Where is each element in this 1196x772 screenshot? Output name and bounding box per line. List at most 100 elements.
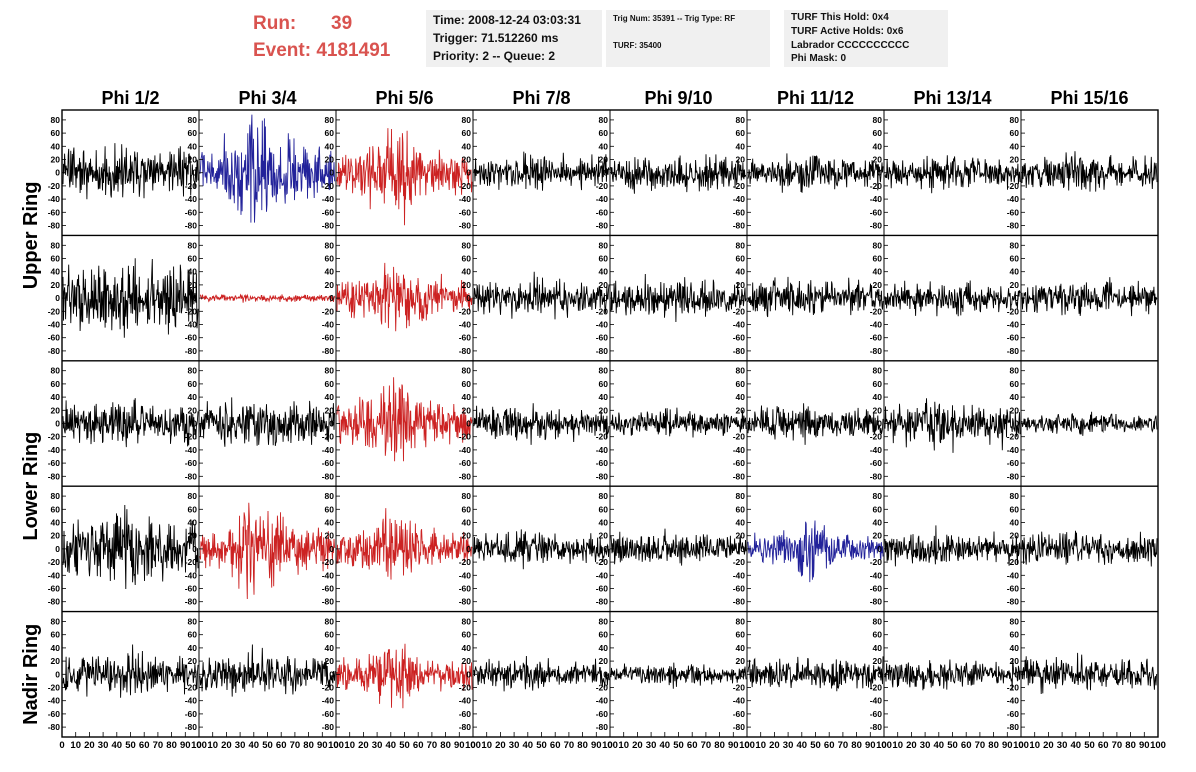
y-tick-label: -20 bbox=[185, 181, 198, 191]
run-value: 39 bbox=[331, 13, 353, 34]
y-tick-label: 80 bbox=[1010, 491, 1020, 501]
y-tick-label: -20 bbox=[48, 557, 61, 567]
y-tick-label: -40 bbox=[733, 320, 746, 330]
y-tick-label: 60 bbox=[188, 254, 198, 264]
y-tick-label: -80 bbox=[870, 471, 883, 481]
y-tick-label: -80 bbox=[733, 597, 746, 607]
y-tick-label: 80 bbox=[462, 366, 472, 376]
y-tick-label: 20 bbox=[873, 155, 883, 165]
x-tick-label: 30 bbox=[783, 740, 794, 751]
y-tick-label: -20 bbox=[1007, 683, 1020, 693]
y-tick-label: 40 bbox=[1010, 643, 1020, 653]
event-value: 4181491 bbox=[316, 40, 391, 61]
y-tick-label: 40 bbox=[462, 141, 472, 151]
waveform-trace bbox=[747, 276, 884, 318]
y-tick-label: -60 bbox=[1007, 333, 1020, 343]
y-tick-label: 40 bbox=[873, 518, 883, 528]
y-tick-label: 60 bbox=[599, 254, 609, 264]
y-tick-label: 20 bbox=[188, 155, 198, 165]
y-tick-label: -20 bbox=[596, 557, 609, 567]
y-tick-label: -60 bbox=[596, 207, 609, 217]
y-tick-label: -60 bbox=[48, 333, 61, 343]
y-tick-label: 20 bbox=[1010, 656, 1020, 666]
y-tick-label: -80 bbox=[870, 722, 883, 732]
y-tick-label: -40 bbox=[870, 194, 883, 204]
x-tick-label: 20 bbox=[769, 740, 780, 751]
y-tick-label: 20 bbox=[599, 531, 609, 541]
x-tick-label: 40 bbox=[934, 740, 945, 751]
waveform-trace bbox=[610, 407, 747, 438]
y-tick-label: -80 bbox=[185, 471, 198, 481]
y-tick-label: -60 bbox=[322, 584, 335, 594]
y-tick-label: 0 bbox=[877, 544, 882, 554]
y-tick-label: 80 bbox=[51, 115, 61, 125]
y-tick-label: -80 bbox=[733, 722, 746, 732]
y-tick-label: -80 bbox=[48, 221, 61, 231]
y-tick-label: 0 bbox=[603, 544, 608, 554]
x-tick-label: 20 bbox=[632, 740, 643, 751]
y-tick-label: -40 bbox=[322, 570, 335, 580]
waveform-trace bbox=[747, 520, 884, 583]
y-tick-label: 60 bbox=[188, 504, 198, 514]
time-info-box: Time: 2008-12-24 03:03:31 Trigger: 71.51… bbox=[426, 10, 602, 67]
y-tick-label: 20 bbox=[462, 405, 472, 415]
y-tick-label: 20 bbox=[325, 280, 335, 290]
y-tick-label: 0 bbox=[877, 669, 882, 679]
y-tick-label: 60 bbox=[462, 254, 472, 264]
y-tick-label: -80 bbox=[322, 471, 335, 481]
x-tick-label: 20 bbox=[358, 740, 369, 751]
y-tick-label: -80 bbox=[733, 221, 746, 231]
y-tick-label: -40 bbox=[459, 320, 472, 330]
y-tick-label: 60 bbox=[1010, 128, 1020, 138]
waveform-trace bbox=[1021, 530, 1158, 567]
waveform-trace bbox=[473, 151, 610, 191]
y-tick-label: -80 bbox=[596, 346, 609, 356]
waveform-trace bbox=[336, 262, 473, 332]
waveform-trace bbox=[884, 658, 1021, 691]
x-tick-label: 40 bbox=[112, 740, 123, 751]
x-tick-label: 20 bbox=[84, 740, 95, 751]
waveform-trace bbox=[747, 656, 884, 692]
x-tick-label: 90 bbox=[1002, 740, 1013, 751]
y-tick-label: 40 bbox=[325, 141, 335, 151]
turf-info-box: TURF This Hold: 0x4 TURF Active Holds: 0… bbox=[784, 10, 948, 67]
x-tick-label: 100 bbox=[1013, 740, 1029, 751]
y-tick-label: -40 bbox=[322, 696, 335, 706]
y-tick-label: -80 bbox=[322, 597, 335, 607]
y-tick-label: 20 bbox=[1010, 405, 1020, 415]
x-tick-label: 90 bbox=[317, 740, 328, 751]
x-tick-label: 90 bbox=[1139, 740, 1150, 751]
y-tick-label: 0 bbox=[877, 293, 882, 303]
y-tick-label: -60 bbox=[185, 458, 198, 468]
x-tick-label: 30 bbox=[1057, 740, 1068, 751]
y-tick-label: 60 bbox=[1010, 379, 1020, 389]
y-tick-label: -60 bbox=[48, 709, 61, 719]
y-tick-label: -20 bbox=[185, 306, 198, 316]
y-tick-label: 20 bbox=[51, 531, 61, 541]
y-tick-label: -80 bbox=[1007, 722, 1020, 732]
y-tick-label: -60 bbox=[322, 333, 335, 343]
y-tick-label: -60 bbox=[596, 709, 609, 719]
y-tick-label: -80 bbox=[185, 221, 198, 231]
y-tick-label: 60 bbox=[873, 254, 883, 264]
y-tick-label: -60 bbox=[596, 333, 609, 343]
y-tick-label: 60 bbox=[188, 379, 198, 389]
x-tick-label: 60 bbox=[961, 740, 972, 751]
y-tick-label: 40 bbox=[462, 643, 472, 653]
y-tick-label: 40 bbox=[462, 518, 472, 528]
y-tick-label: 0 bbox=[740, 168, 745, 178]
waveform-trace bbox=[336, 508, 473, 580]
y-tick-label: 20 bbox=[188, 280, 198, 290]
y-tick-label: 40 bbox=[188, 267, 198, 277]
y-tick-label: -80 bbox=[733, 346, 746, 356]
y-tick-label: -40 bbox=[596, 320, 609, 330]
column-header: Phi 3/4 bbox=[238, 88, 296, 108]
y-tick-label: 80 bbox=[188, 617, 198, 627]
y-tick-label: 60 bbox=[325, 504, 335, 514]
y-tick-label: -80 bbox=[459, 597, 472, 607]
x-tick-label: 10 bbox=[892, 740, 903, 751]
y-tick-label: -20 bbox=[322, 432, 335, 442]
y-tick-label: 60 bbox=[188, 630, 198, 640]
y-tick-label: 80 bbox=[188, 240, 198, 250]
y-tick-label: 20 bbox=[51, 155, 61, 165]
